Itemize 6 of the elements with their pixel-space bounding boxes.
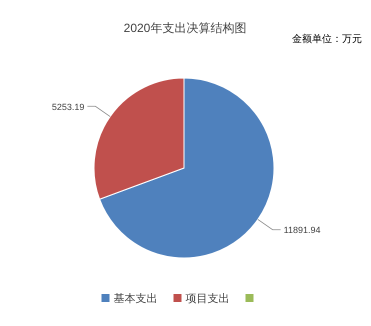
data-label: 11891.94 (284, 225, 320, 236)
annotation: 金额单位：万元 (292, 34, 362, 45)
title: 2020年支出决算结构图 (124, 21, 246, 35)
data-label: 5253.19 (52, 102, 84, 112)
legend-label: 基本支出 (114, 293, 158, 305)
legend-label: 项目支出 (186, 293, 230, 305)
